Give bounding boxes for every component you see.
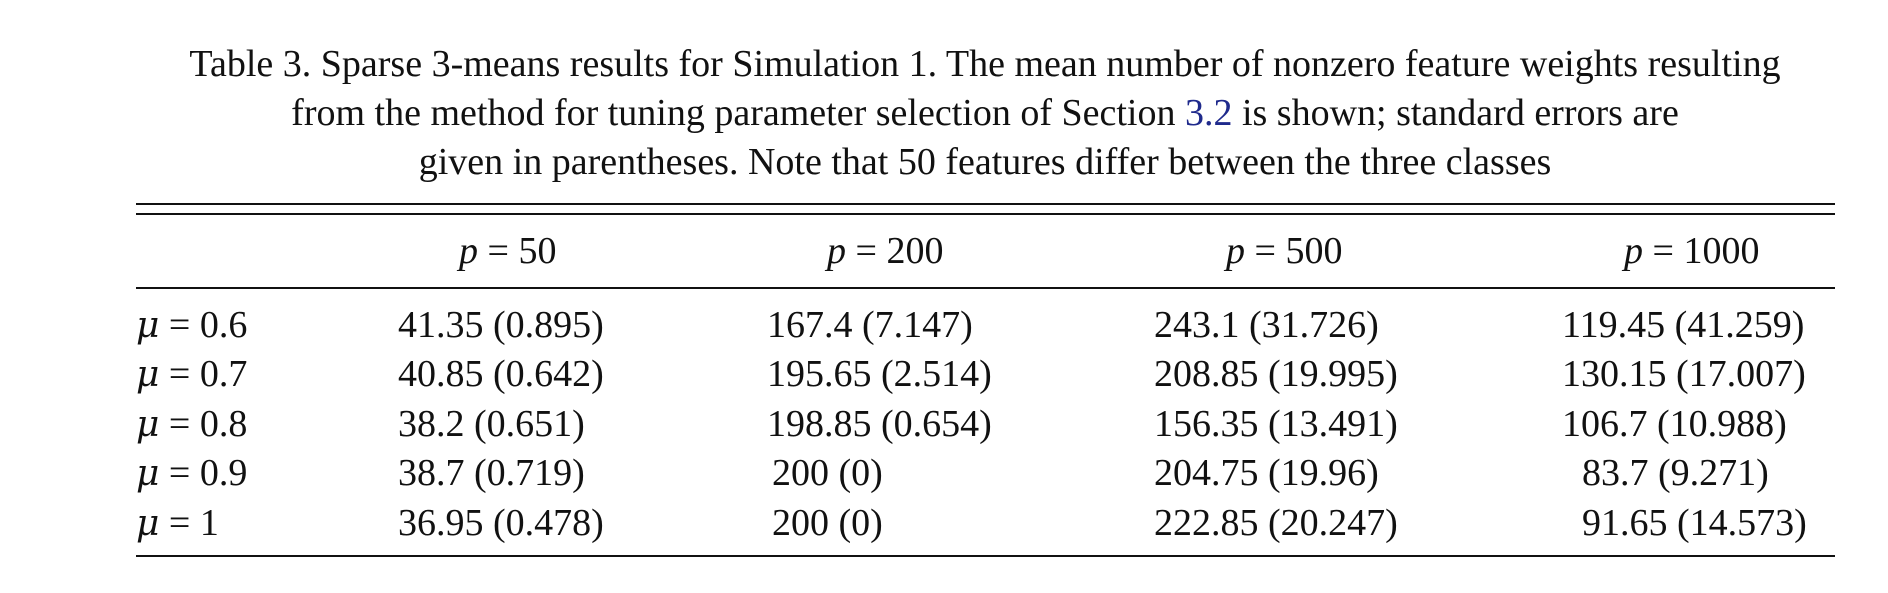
- table-header-rule: [136, 287, 1835, 289]
- row-label-mu-1: μ = 1: [136, 502, 219, 544]
- row-symbol: μ: [136, 404, 160, 445]
- header-value: 50: [518, 230, 557, 272]
- table-cell: 200 (0): [772, 452, 883, 494]
- table-cell: 222.85 (20.247): [1154, 502, 1398, 544]
- row-symbol: μ: [136, 453, 160, 494]
- table-cell: 195.65 (2.514): [767, 353, 992, 395]
- table-cell: 130.15 (17.007): [1562, 353, 1806, 395]
- table-top-rule-double: [136, 213, 1835, 215]
- row-symbol: μ: [136, 503, 160, 544]
- header-value: 500: [1285, 230, 1343, 272]
- table-cell: 208.85 (19.995): [1154, 353, 1398, 395]
- row-label-mu-0-7: μ = 0.7: [136, 353, 248, 395]
- caption-line-1: Table 3. Sparse 3-means results for Simu…: [189, 43, 1781, 85]
- header-symbol: p: [1226, 230, 1245, 272]
- row-value: 0.6: [199, 304, 248, 346]
- table-cell: 41.35 (0.895): [398, 304, 604, 346]
- header-value: 200: [886, 230, 944, 272]
- table-caption: Table 3. Sparse 3-means results for Simu…: [130, 40, 1840, 187]
- row-label-mu-0-6: μ = 0.6: [136, 304, 248, 346]
- table-top-rule: [136, 203, 1835, 205]
- table-cell: 200 (0): [772, 502, 883, 544]
- column-header-p-200: p = 200: [827, 230, 944, 272]
- caption-line-2-text: from the method for tuning parameter sel…: [291, 92, 1185, 134]
- table-cell: 83.7 (9.271): [1582, 452, 1769, 494]
- table-cell: 198.85 (0.654): [767, 403, 992, 445]
- column-header-p-500: p = 500: [1226, 230, 1343, 272]
- table-cell: 40.85 (0.642): [398, 353, 604, 395]
- table-cell: 36.95 (0.478): [398, 502, 604, 544]
- caption-line-3: given in parentheses. Note that 50 featu…: [418, 141, 1552, 183]
- table-cell: 243.1 (31.726): [1154, 304, 1379, 346]
- table-cell: 156.35 (13.491): [1154, 403, 1398, 445]
- table-bottom-rule: [136, 555, 1835, 557]
- row-value: 0.8: [199, 403, 248, 445]
- table-cell: 38.2 (0.651): [398, 403, 585, 445]
- header-value: 1000: [1683, 230, 1760, 272]
- caption-line-2-tail: is shown; standard errors are: [1232, 92, 1679, 134]
- table-cell: 167.4 (7.147): [767, 304, 973, 346]
- section-reference-link[interactable]: 3.2: [1184, 92, 1233, 134]
- header-symbol: p: [459, 230, 478, 272]
- table-cell: 91.65 (14.573): [1582, 502, 1807, 544]
- table-cell: 204.75 (19.96): [1154, 452, 1379, 494]
- table-cell: 119.45 (41.259): [1562, 304, 1805, 346]
- column-header-p-50: p = 50: [459, 230, 557, 272]
- row-value: 0.7: [199, 353, 248, 395]
- row-symbol: μ: [136, 305, 160, 346]
- row-value: 1: [199, 502, 219, 544]
- header-symbol: p: [827, 230, 846, 272]
- table-cell: 106.7 (10.988): [1562, 403, 1787, 445]
- caption-line-2: from the method for tuning parameter sel…: [130, 89, 1840, 138]
- table-cell: 38.7 (0.719): [398, 452, 585, 494]
- row-label-mu-0-9: μ = 0.9: [136, 452, 248, 494]
- column-header-p-1000: p = 1000: [1624, 230, 1760, 272]
- header-symbol: p: [1624, 230, 1643, 272]
- row-value: 0.9: [199, 452, 248, 494]
- row-symbol: μ: [136, 354, 160, 395]
- row-label-mu-0-8: μ = 0.8: [136, 403, 248, 445]
